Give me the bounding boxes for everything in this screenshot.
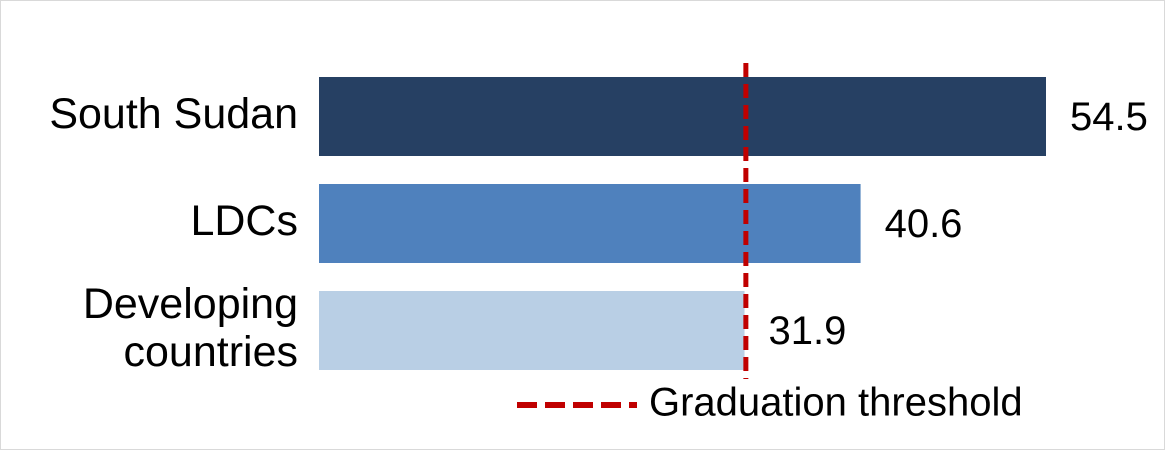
value-label-2: 31.9 [769, 309, 847, 353]
value-label-0: 54.5 [1070, 95, 1148, 139]
bar-0 [319, 77, 1046, 156]
bar-2 [319, 291, 745, 370]
category-label-2-1: countries [124, 328, 298, 376]
category-label-1-0: LDCs [190, 197, 298, 245]
legend: Graduation threshold [517, 381, 1023, 425]
bars-group [319, 77, 1046, 370]
bar-1 [319, 184, 861, 263]
category-label-2-0: Developing [83, 280, 298, 328]
value-label-1: 40.6 [885, 202, 963, 246]
value-labels: 54.5 40.6 31.9 [769, 95, 1148, 353]
category-label-0-0: South Sudan [49, 90, 298, 138]
legend-label: Graduation threshold [649, 381, 1023, 425]
